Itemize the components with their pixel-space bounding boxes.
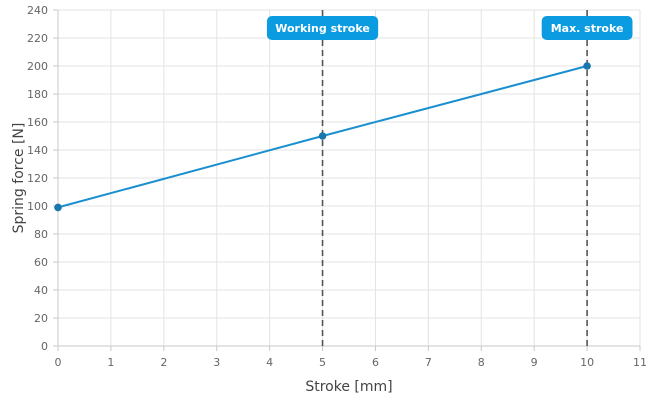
y-tick-label: 140 (27, 144, 48, 157)
y-tick-label: 60 (34, 256, 48, 269)
data-point (583, 62, 591, 70)
y-tick-label: 40 (34, 284, 48, 297)
x-tick-label: 9 (531, 356, 538, 369)
marker-label: Max. stroke (551, 22, 624, 35)
grid (57, 9, 641, 347)
y-tick-label: 120 (27, 172, 48, 185)
y-tick-label: 240 (27, 4, 48, 17)
marker-label-box (266, 16, 379, 40)
y-tick-label: 20 (34, 312, 48, 325)
x-tick-label: 6 (372, 356, 379, 369)
y-axis-title: Spring force [N] (11, 123, 27, 234)
y-tick-label: 200 (27, 60, 48, 73)
x-tick-label: 3 (213, 356, 220, 369)
x-tick-label: 10 (580, 356, 594, 369)
x-axis-title: Stroke [mm] (305, 379, 392, 395)
marker-label: Working stroke (275, 22, 370, 35)
y-tick-label: 100 (27, 200, 48, 213)
data-point (318, 132, 327, 140)
x-tick-label: 2 (160, 356, 167, 369)
x-axis-ticks: 0 1 2 3 4 5 6 7 8 9 10 11 (55, 346, 647, 369)
x-tick-label: 5 (319, 356, 326, 369)
data-point (54, 203, 62, 212)
y-tick-label: 220 (27, 32, 48, 45)
y-axis-ticks: 0 20 40 60 80 100 120 140 160 180 200 220 240 (27, 4, 58, 353)
x-tick-label: 8 (478, 356, 485, 369)
y-tick-label: 0 (41, 340, 48, 353)
y-tick-label: 80 (34, 228, 48, 241)
y-tick-label: 180 (27, 88, 48, 101)
series (54, 62, 591, 212)
marker-label-box (541, 16, 633, 40)
y-tick-label: 160 (27, 116, 48, 129)
x-tick-label: 1 (107, 356, 114, 369)
x-tick-label: 7 (425, 356, 432, 369)
x-tick-label: 11 (633, 356, 647, 369)
x-tick-label: 4 (266, 356, 273, 369)
x-tick-label: 0 (55, 356, 62, 369)
